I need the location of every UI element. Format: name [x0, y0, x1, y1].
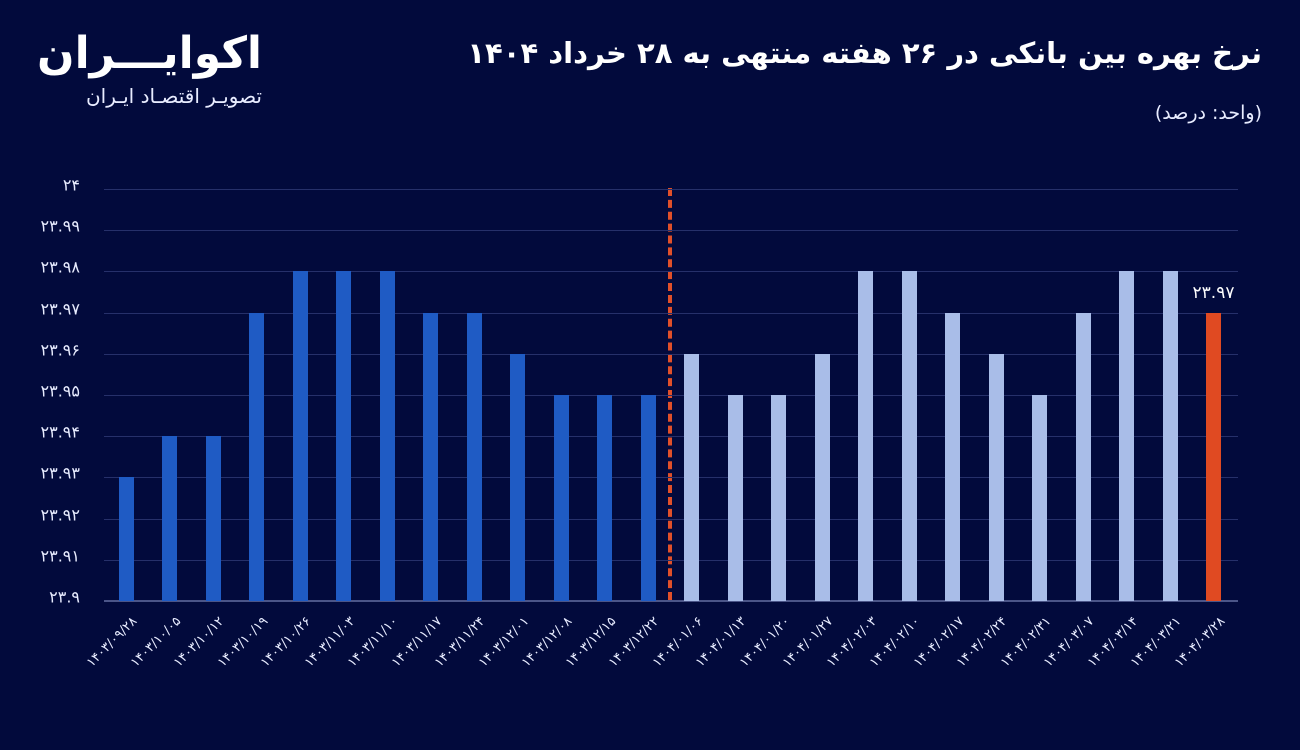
- logo-tagline: تصویـر اقتصـاد ایـران: [85, 84, 262, 108]
- bar: [336, 271, 351, 601]
- y-tick-label: ۲۳.۹۲: [40, 505, 80, 525]
- bar: [249, 312, 264, 601]
- bar: [1119, 271, 1134, 601]
- bar: [1206, 312, 1221, 601]
- y-tick-label: ۲۳.۹: [49, 587, 80, 607]
- gridline: [104, 189, 1238, 190]
- latest-value-label: ۲۳.۹۷: [1192, 282, 1235, 303]
- bar: [292, 271, 308, 601]
- y-tick-label: ۲۳.۹۶: [40, 340, 80, 360]
- bar: [640, 395, 656, 601]
- y-tick-label: ۲۳.۹۹: [40, 216, 80, 236]
- bar: [684, 353, 699, 601]
- bar: [205, 436, 221, 601]
- gridline: [104, 271, 1238, 272]
- bar: [1075, 312, 1091, 601]
- bar: [945, 312, 960, 601]
- y-tick-label: ۲۳.۹۵: [40, 381, 80, 401]
- bar: [379, 271, 395, 601]
- chart-title: نرخ بهره بین بانکی در ۲۶ هفته منتهی به ۲…: [467, 36, 1262, 70]
- y-tick-label: ۲۳.۹۳: [40, 463, 80, 483]
- bar: [771, 395, 786, 601]
- gridline: [104, 313, 1238, 314]
- bar: [1032, 395, 1047, 601]
- bar: [901, 271, 917, 601]
- bar: [988, 353, 1004, 601]
- y-tick-label: ۲۳.۹۴: [40, 422, 80, 442]
- gridline: [104, 395, 1238, 396]
- gridline: [104, 477, 1238, 478]
- brand-logo: اکوایـــران تصویـر اقتصـاد ایـران: [37, 26, 262, 110]
- bar: [162, 436, 177, 601]
- y-tick-label: ۲۳.۹۸: [40, 257, 80, 277]
- gridline: [104, 354, 1238, 355]
- x-axis-line: [104, 600, 1238, 602]
- year-divider-line: [668, 188, 672, 600]
- gridline: [104, 436, 1238, 437]
- gridline: [104, 519, 1238, 520]
- bar: [466, 312, 482, 601]
- gridline: [104, 230, 1238, 231]
- unit-label: (واحد: درصد): [1154, 102, 1262, 124]
- bar: [814, 353, 830, 601]
- logo-name: اکوایـــران: [37, 28, 262, 79]
- bar: [597, 395, 612, 601]
- y-tick-label: ۲۳.۹۱: [40, 546, 80, 566]
- bar: [1162, 271, 1178, 601]
- bar: [118, 477, 134, 601]
- bar: [727, 395, 743, 601]
- bar: [858, 271, 873, 601]
- y-tick-label: ۲۴: [62, 175, 80, 195]
- gridline: [104, 560, 1238, 561]
- bar: [553, 395, 569, 601]
- bar: [423, 312, 438, 601]
- bar: [510, 353, 525, 601]
- y-tick-label: ۲۳.۹۷: [40, 299, 80, 319]
